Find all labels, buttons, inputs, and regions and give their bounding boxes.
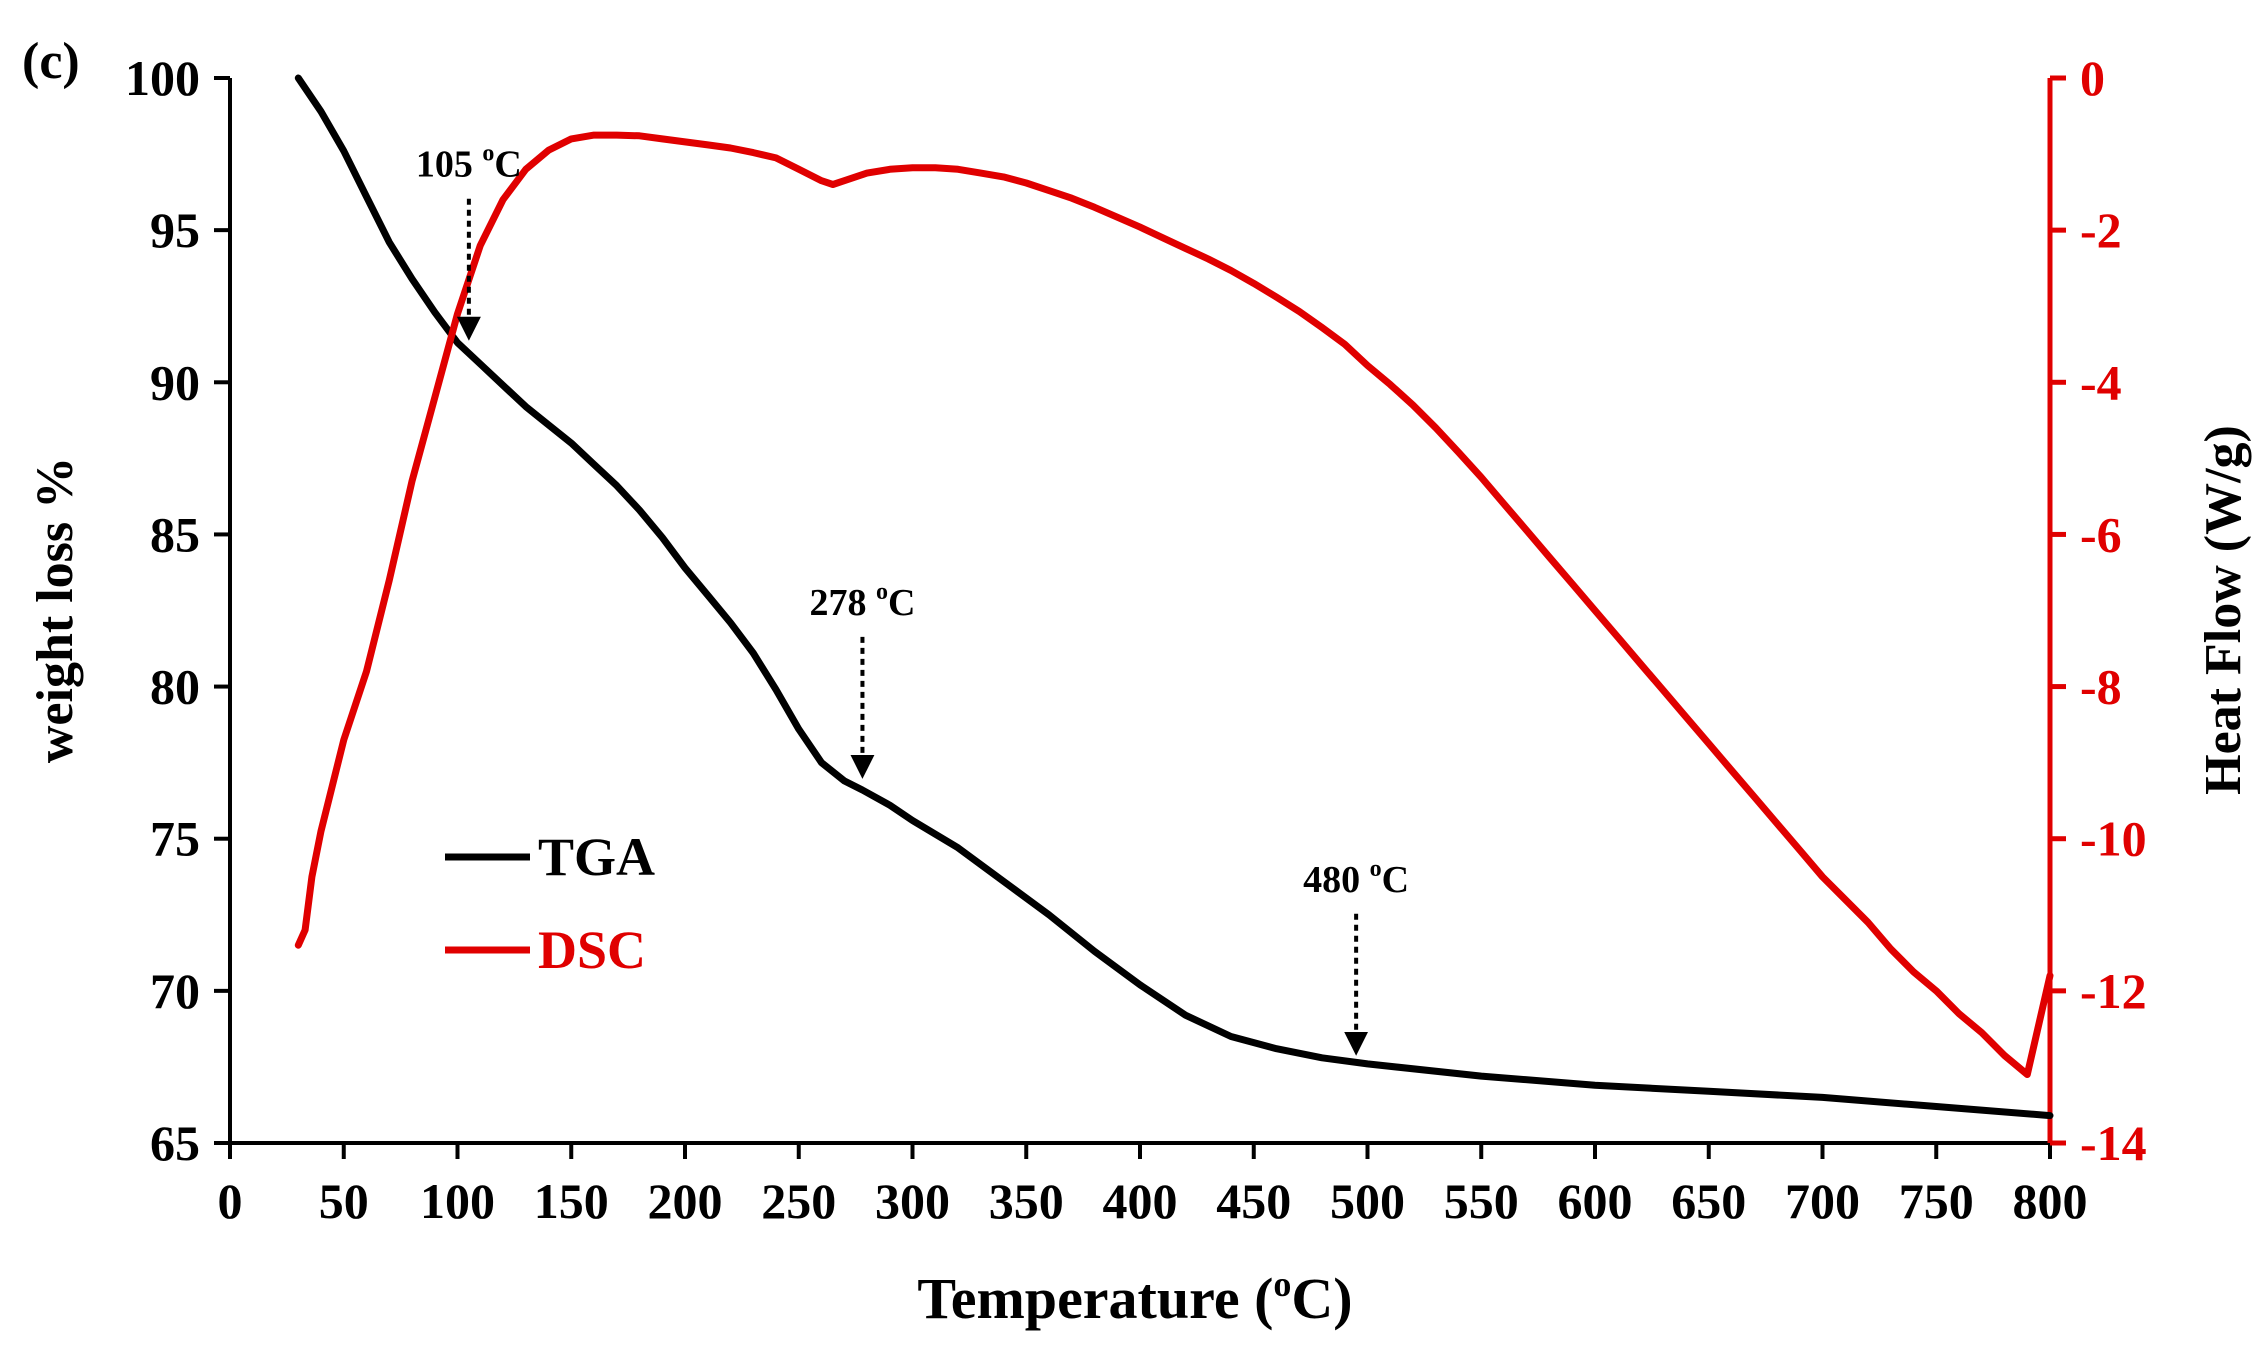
y-left-tick-label: 70: [150, 963, 200, 1019]
y-left-tick-label: 95: [150, 202, 200, 258]
x-tick-label: 750: [1899, 1173, 1974, 1229]
y-right-tick-label: 0: [2080, 50, 2105, 106]
x-axis-title-sup: o: [1273, 1264, 1291, 1304]
y-left-tick-label: 90: [150, 354, 200, 410]
x-tick-label: 800: [2013, 1173, 2088, 1229]
x-tick-label: 0: [218, 1173, 243, 1229]
y-right-tick-label: -6: [2080, 506, 2122, 562]
panel-label: (c): [22, 33, 80, 90]
x-tick-label: 450: [1216, 1173, 1291, 1229]
y-right-tick-label: -14: [2080, 1115, 2147, 1171]
series-dsc-line: [294, 131, 2054, 1078]
y-right-tick-label: -8: [2080, 659, 2122, 715]
annotation-degree: o: [1370, 856, 1382, 882]
annotation-degree: o: [876, 579, 888, 605]
y-left-tick-label: 80: [150, 659, 200, 715]
x-tick-label: 550: [1444, 1173, 1519, 1229]
x-tick-label: 400: [1103, 1173, 1178, 1229]
x-tick-label: 100: [420, 1173, 495, 1229]
x-axis-title-main: Temperature (: [917, 1266, 1273, 1331]
annotation-value: 105: [416, 144, 483, 186]
y-left-tick-label: 85: [150, 506, 200, 562]
annotation-unit: C: [494, 144, 521, 186]
annotation-label: 278 oC: [809, 579, 915, 624]
x-tick-label: 500: [1330, 1173, 1405, 1229]
x-tick-label: 250: [761, 1173, 836, 1229]
x-axis-title: Temperature (oC): [917, 1264, 1352, 1331]
x-tick-label: 600: [1558, 1173, 1633, 1229]
x-tick-label: 350: [989, 1173, 1064, 1229]
y-axis-right-title: Heat Flow (W/g): [2195, 425, 2252, 795]
y-right-tick-label: -2: [2080, 202, 2122, 258]
y-left-tick-label: 75: [150, 811, 200, 867]
y-right-tick-label: -4: [2080, 354, 2122, 410]
x-tick-label: 650: [1671, 1173, 1746, 1229]
legend-label-tga: TGA: [538, 827, 655, 887]
y-left-tick-label: 100: [125, 50, 200, 106]
annotation-label: 480 oC: [1303, 856, 1409, 901]
series-tga-line: [294, 74, 2054, 1120]
y-left-tick-label: 65: [150, 1115, 200, 1171]
x-tick-label: 200: [648, 1173, 723, 1229]
annotation-label: 105 oC: [416, 141, 522, 186]
legend: TGA DSC: [445, 827, 655, 980]
annotation-value: 278: [809, 582, 876, 624]
annotation-degree: o: [482, 141, 494, 167]
y-right-tick-label: -10: [2080, 811, 2147, 867]
x-tick-label: 300: [875, 1173, 950, 1229]
x-tick-label: 50: [319, 1173, 369, 1229]
annotation-value: 480: [1303, 859, 1370, 901]
x-tick-label: 150: [534, 1173, 609, 1229]
annotation-unit: C: [1382, 859, 1409, 901]
annotation-unit: C: [888, 582, 915, 624]
x-axis-title-end: C): [1291, 1266, 1352, 1331]
legend-label-dsc: DSC: [538, 920, 646, 980]
x-tick-label: 700: [1785, 1173, 1860, 1229]
y-right-tick-label: -12: [2080, 963, 2147, 1019]
y-axis-left-title: weight loss %: [27, 457, 84, 763]
